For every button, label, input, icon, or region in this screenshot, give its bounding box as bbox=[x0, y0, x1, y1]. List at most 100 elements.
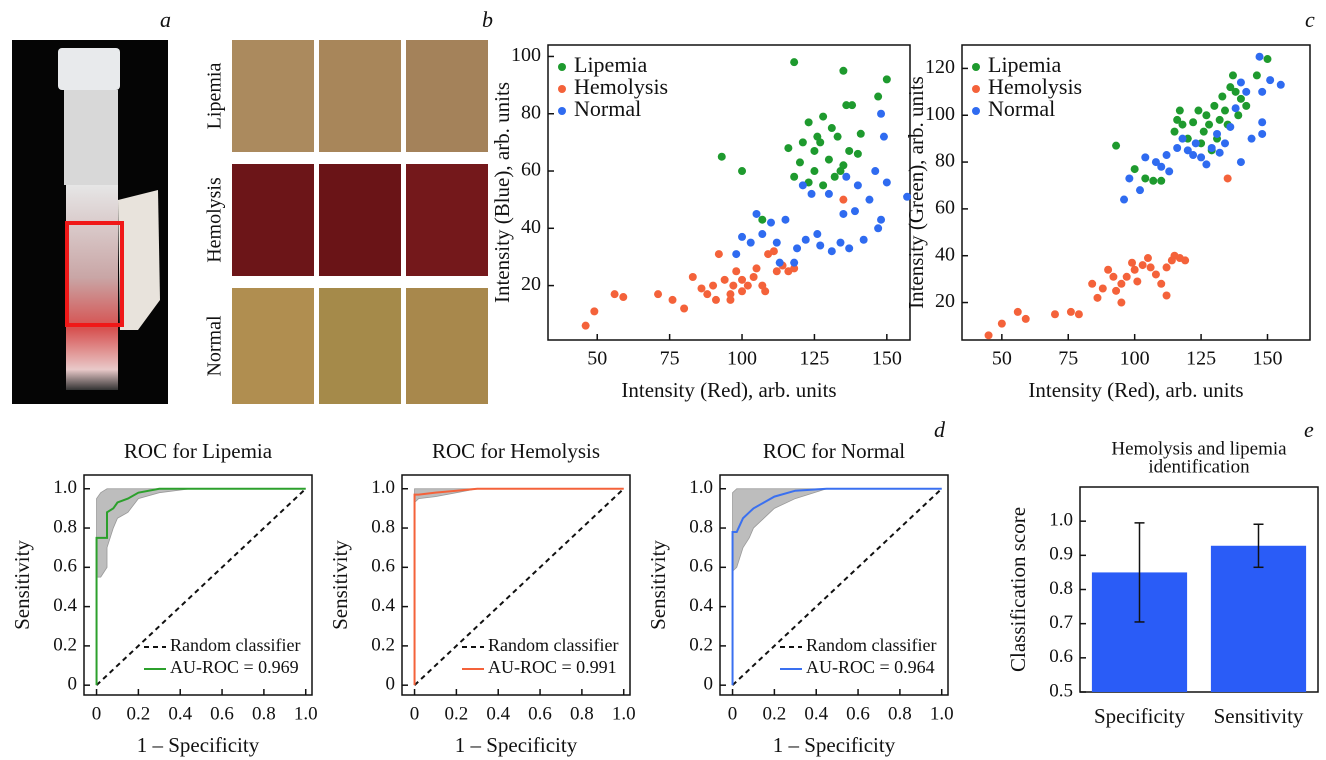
y-tick-label: 40 bbox=[935, 243, 955, 265]
point bbox=[1138, 261, 1147, 270]
legend-label: Hemolysis bbox=[988, 74, 1082, 99]
point bbox=[839, 209, 848, 218]
point bbox=[1050, 310, 1059, 319]
x-tick-label: 125 bbox=[1186, 348, 1216, 370]
point bbox=[1151, 270, 1160, 279]
point bbox=[1202, 111, 1211, 120]
point bbox=[732, 250, 741, 259]
point bbox=[816, 241, 825, 250]
point bbox=[874, 224, 883, 233]
point bbox=[1252, 71, 1261, 80]
confidence-band bbox=[414, 488, 624, 686]
point bbox=[758, 215, 767, 224]
point bbox=[1165, 167, 1174, 176]
point bbox=[1173, 144, 1182, 153]
roc-line bbox=[413, 488, 625, 686]
x-tick-label: 0.8 bbox=[252, 703, 276, 724]
y-tick-label: 100 bbox=[925, 103, 955, 125]
legend-label: Hemolysis bbox=[574, 74, 668, 99]
point bbox=[836, 238, 845, 247]
point bbox=[790, 258, 799, 267]
point bbox=[1189, 118, 1198, 127]
point bbox=[1104, 265, 1113, 274]
point bbox=[1088, 279, 1097, 288]
y-tick-label: 0.8 bbox=[53, 516, 77, 537]
y-axis-label: Intensity (Green), arb. units bbox=[904, 76, 928, 309]
point bbox=[711, 295, 720, 304]
y-tick-label: 0 bbox=[386, 674, 396, 695]
x-tick-label: 0.6 bbox=[528, 703, 552, 724]
point bbox=[784, 144, 793, 153]
point bbox=[1263, 55, 1272, 64]
y-tick-label: 20 bbox=[935, 290, 955, 312]
point bbox=[790, 58, 799, 67]
legend-label: Normal bbox=[574, 96, 641, 121]
x-axis-label: Intensity (Red), arb. units bbox=[1028, 378, 1243, 402]
x-tick-label: 75 bbox=[660, 348, 680, 370]
point bbox=[871, 167, 880, 176]
point bbox=[738, 287, 747, 296]
plot-frame bbox=[719, 474, 949, 696]
row-label: Lipemia bbox=[204, 63, 226, 130]
point bbox=[688, 272, 697, 281]
point bbox=[1226, 122, 1235, 131]
legend-marker bbox=[972, 107, 980, 115]
point bbox=[865, 195, 874, 204]
point bbox=[1234, 111, 1243, 120]
point bbox=[824, 155, 833, 164]
point bbox=[1228, 71, 1237, 80]
x-tick-label: 0.6 bbox=[210, 703, 234, 724]
x-tick-label: 1.0 bbox=[612, 703, 636, 724]
x-tick-label: 0.4 bbox=[804, 703, 828, 724]
point bbox=[816, 138, 825, 147]
x-tick-label: 0.6 bbox=[846, 703, 870, 724]
point bbox=[703, 290, 712, 299]
point bbox=[984, 331, 993, 340]
y-axis-label: Classification score bbox=[1006, 507, 1030, 672]
legend-label: AU-ROC = 0.991 bbox=[488, 657, 617, 677]
x-tick-label: 0 bbox=[410, 703, 420, 724]
point bbox=[654, 290, 663, 299]
panel-label: b bbox=[482, 7, 493, 32]
point bbox=[749, 272, 758, 281]
point bbox=[1122, 272, 1131, 281]
point bbox=[1170, 127, 1179, 136]
point bbox=[842, 172, 851, 181]
point bbox=[1215, 148, 1224, 157]
legend-label: Random classifier bbox=[488, 635, 618, 655]
legend-marker bbox=[972, 63, 980, 71]
point bbox=[1258, 118, 1267, 127]
point bbox=[743, 281, 752, 290]
x-tick-label: 0.2 bbox=[127, 703, 151, 724]
roc-line bbox=[731, 488, 943, 686]
point bbox=[738, 232, 747, 241]
point bbox=[1220, 106, 1229, 115]
point bbox=[1135, 186, 1144, 195]
point bbox=[752, 264, 761, 273]
point bbox=[1175, 106, 1184, 115]
y-tick-label: 0.4 bbox=[689, 595, 713, 616]
point bbox=[726, 290, 735, 299]
panel-label: d bbox=[934, 417, 946, 442]
point bbox=[813, 230, 822, 239]
point bbox=[1112, 141, 1121, 150]
legend-label: Lipemia bbox=[574, 52, 648, 77]
y-tick-label: 0.4 bbox=[53, 595, 77, 616]
point bbox=[1189, 151, 1198, 160]
point bbox=[1125, 174, 1134, 183]
point bbox=[1231, 87, 1240, 96]
point bbox=[1213, 129, 1222, 138]
point bbox=[839, 66, 848, 75]
point bbox=[746, 238, 755, 247]
point bbox=[1258, 129, 1267, 138]
point bbox=[1178, 134, 1187, 143]
bar bbox=[1210, 545, 1307, 692]
y-tick-label: 0.8 bbox=[689, 516, 713, 537]
point bbox=[1013, 307, 1022, 316]
point bbox=[810, 167, 819, 176]
point bbox=[1199, 127, 1208, 136]
point bbox=[1151, 158, 1160, 167]
point bbox=[850, 207, 859, 216]
point bbox=[856, 129, 865, 138]
chart-title: ROC for Lipemia bbox=[124, 439, 273, 463]
